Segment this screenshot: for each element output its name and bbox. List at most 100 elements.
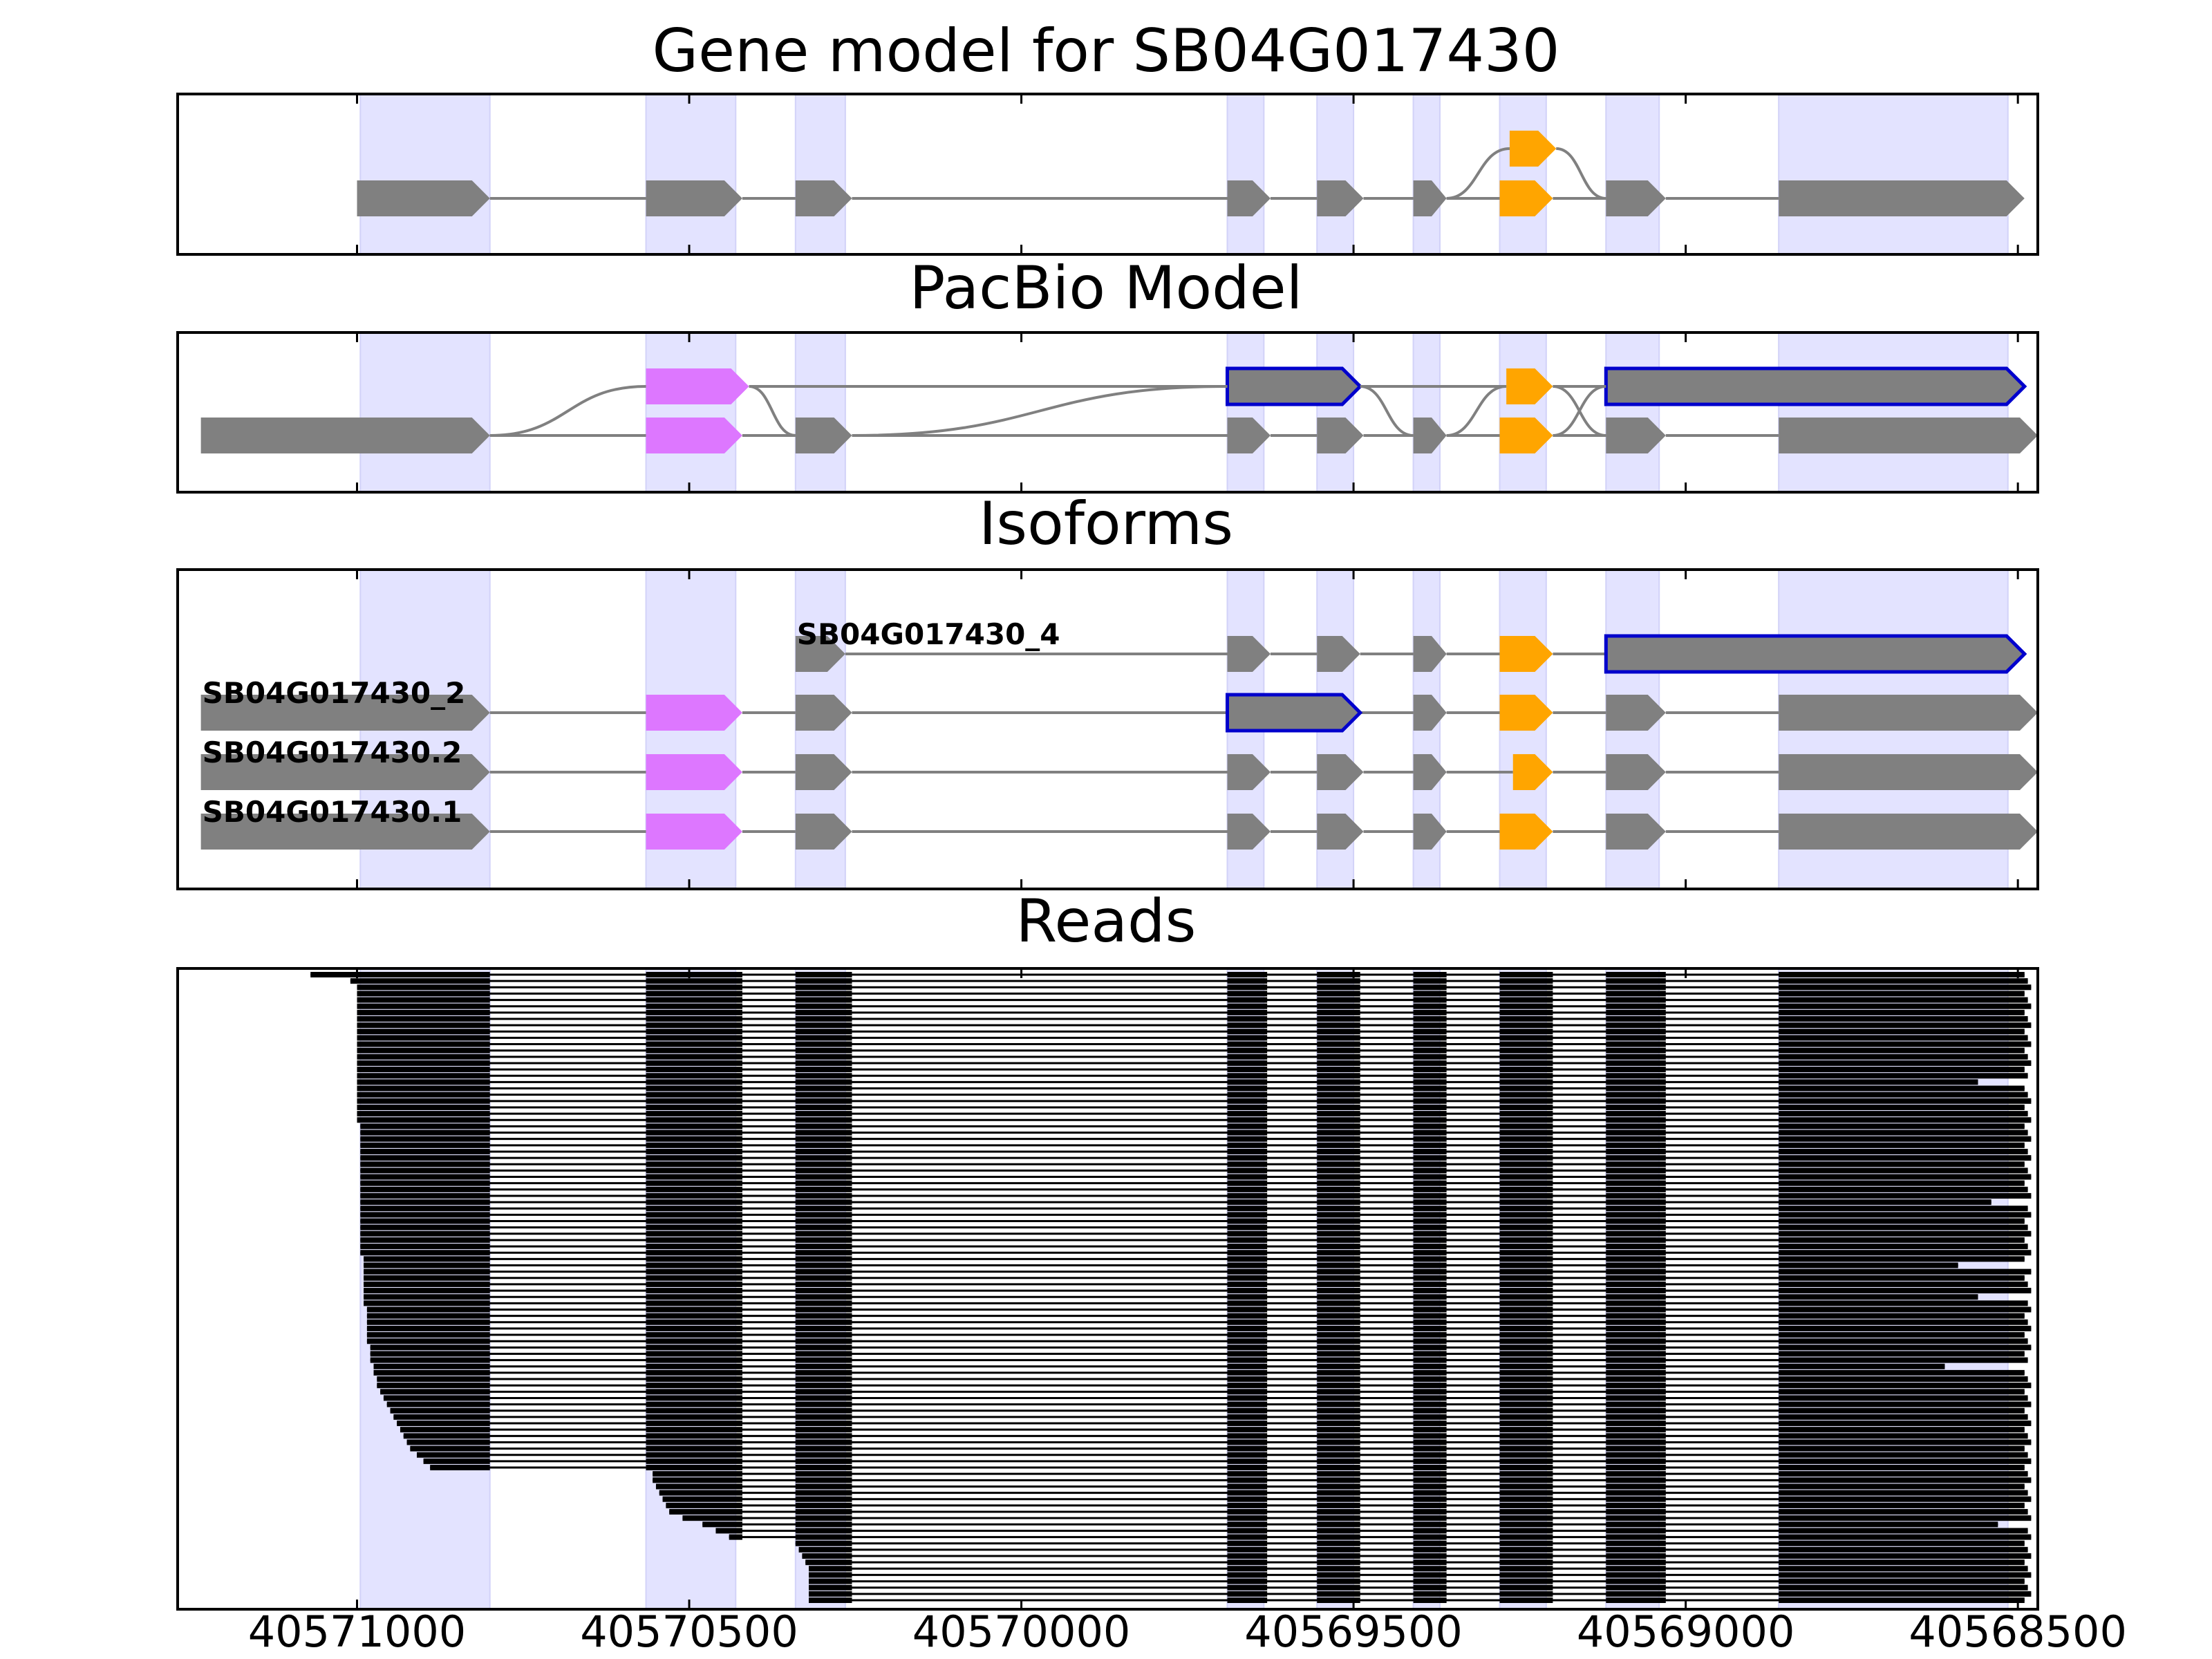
read-block <box>795 1357 852 1363</box>
read-block <box>1227 1559 1268 1566</box>
read-block <box>1227 1395 1268 1401</box>
read-block <box>1779 1509 2028 1515</box>
read-block <box>370 1344 490 1351</box>
read-block <box>1499 1053 1553 1060</box>
read-block <box>380 1389 490 1395</box>
read-block <box>1779 1098 2032 1104</box>
read-block <box>357 1047 490 1053</box>
read-block <box>410 1445 490 1452</box>
read-block <box>1317 1483 1360 1490</box>
gene-model-title: Gene model for SB04G017430 <box>653 17 1560 86</box>
read-block <box>360 1199 490 1206</box>
x-tick-label: 40571000 <box>248 1606 467 1657</box>
read-block <box>357 1073 490 1079</box>
read-block <box>1317 1288 1360 1294</box>
read-block <box>1317 1591 1360 1597</box>
read-block <box>360 1244 490 1250</box>
read-block <box>1499 1546 1553 1553</box>
read <box>357 1073 2028 1079</box>
read-block <box>1413 1407 1447 1414</box>
read-block <box>1317 1275 1360 1281</box>
read-block <box>1606 1395 1666 1401</box>
read-block <box>1499 1509 1553 1515</box>
read-block <box>795 1369 852 1376</box>
read-block <box>1499 1389 1553 1395</box>
read-block <box>357 991 490 997</box>
exon <box>1227 814 1271 850</box>
read <box>390 1407 2025 1414</box>
read-block <box>646 1047 742 1053</box>
read-block <box>1227 1212 1268 1218</box>
read-block <box>1227 1256 1268 1262</box>
read-block <box>1779 1591 2032 1597</box>
read-block <box>795 1414 852 1420</box>
read-block <box>1499 1344 1553 1351</box>
read-block <box>1317 1022 1360 1029</box>
read-block <box>795 1212 852 1218</box>
exon <box>200 695 490 731</box>
read <box>357 1111 2028 1117</box>
read-block <box>364 1275 490 1281</box>
read-block <box>1413 1256 1447 1262</box>
read-block <box>1779 1073 2028 1079</box>
read-block <box>1779 1047 2025 1053</box>
read-block <box>1317 1053 1360 1060</box>
read-block <box>646 1091 742 1098</box>
read-block <box>1413 1268 1447 1275</box>
read-block <box>1499 1401 1553 1407</box>
read-block <box>1499 1148 1553 1154</box>
read-block <box>795 1035 852 1041</box>
axes-frame <box>176 331 2039 494</box>
read-block <box>646 1344 742 1351</box>
read-block <box>1779 1244 2028 1250</box>
read-block <box>795 1421 852 1427</box>
read-block <box>646 1067 742 1073</box>
read-block <box>1499 1117 1553 1123</box>
read-block <box>1499 1041 1553 1047</box>
read <box>360 1230 2032 1237</box>
read-block <box>646 1262 742 1268</box>
isoform-label: SB04G017430_4 <box>797 617 1060 651</box>
read-block <box>1317 1452 1360 1458</box>
read-block <box>1499 1578 1553 1584</box>
read-block <box>795 1268 852 1275</box>
exon-band <box>1499 93 1547 255</box>
read-block <box>646 1427 742 1433</box>
read-block <box>1779 1584 2028 1591</box>
read-block <box>795 1490 852 1496</box>
gene-model-panel: Gene model for SB04G017430 <box>176 17 2039 256</box>
read-block <box>1413 1427 1447 1433</box>
read <box>357 1098 2032 1104</box>
read-block <box>1606 1047 1666 1053</box>
read-block <box>1227 1250 1268 1256</box>
read-block <box>1413 1224 1447 1230</box>
splice-arc <box>489 385 646 437</box>
read-block <box>1499 1471 1553 1477</box>
read-block <box>1413 1433 1447 1439</box>
read-block <box>360 1230 490 1237</box>
read-block <box>360 1174 490 1180</box>
read-block <box>795 1142 852 1148</box>
read-block <box>360 1250 490 1256</box>
read-block <box>1317 1382 1360 1389</box>
exon <box>795 695 852 731</box>
exon <box>1413 636 1447 672</box>
read <box>364 1294 1978 1300</box>
read-block <box>646 1079 742 1085</box>
read-block <box>1779 1250 2032 1256</box>
read-block <box>1606 1433 1666 1439</box>
read-block <box>795 1427 852 1433</box>
read-block <box>1606 1496 1666 1502</box>
read-block <box>1779 1142 2025 1148</box>
read-block <box>1606 1085 1666 1091</box>
read-block <box>1499 1168 1553 1174</box>
read-block <box>1779 1218 2025 1224</box>
read-block <box>1227 1067 1268 1073</box>
read-block <box>1227 1199 1268 1206</box>
exon <box>1606 814 1666 850</box>
read-block <box>1317 984 1360 991</box>
read-block <box>1499 1218 1553 1224</box>
read-block <box>364 1281 490 1287</box>
read <box>805 1559 2025 1566</box>
read-block <box>795 1073 852 1079</box>
